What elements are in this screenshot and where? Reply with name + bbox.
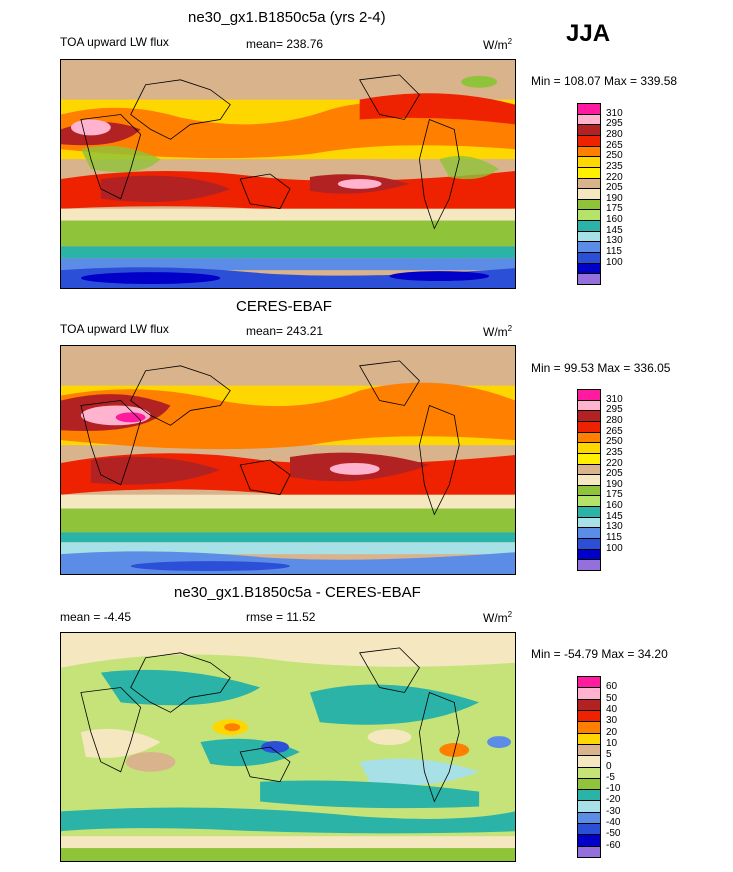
- panel3-rmse: rmse = 11.52: [246, 610, 316, 624]
- panel2-units: W/m2: [483, 324, 513, 339]
- panel2-colorbar-label: 130: [606, 521, 623, 533]
- panel3-colorbar-label: -30: [606, 805, 621, 817]
- panel3-colorbar-label: -10: [606, 783, 621, 795]
- panel3-colorbar-label: 30: [606, 715, 618, 727]
- panel1-colorbar: 310 295 280 265 250 235 220 205 190 175 160 145 130 1…: [577, 103, 623, 285]
- panel2-colorbar-label: 160: [606, 500, 623, 512]
- panel1-colorbar-label: 250: [606, 150, 623, 162]
- panel2-title: CERES-EBAF: [236, 298, 332, 315]
- panel1-units: W/m2: [483, 37, 513, 52]
- panel1-colorbar-label: 115: [606, 246, 622, 258]
- panel2-left-label: TOA upward LW flux: [60, 322, 169, 336]
- season-label: JJA: [566, 20, 611, 47]
- panel1-colorbar-label: 160: [606, 214, 623, 226]
- panel1-mean: mean= 238.76: [246, 37, 324, 51]
- panel3-map-field: [61, 633, 515, 861]
- panel3-units: W/m2: [483, 610, 513, 625]
- panel3-colorbar-label: -5: [606, 771, 615, 783]
- panel2-colorbar-label: 205: [606, 468, 623, 480]
- panel1-colorbar-label: 130: [606, 235, 623, 247]
- panel1-map: [60, 59, 516, 289]
- panel2-colorbar-label: 145: [606, 510, 623, 522]
- panel3-mean: mean = -4.45: [60, 610, 132, 624]
- panel3-colorbar-label: -40: [606, 817, 621, 829]
- panel2-map: [60, 345, 516, 575]
- panel2-colorbar-swatch: [577, 559, 601, 571]
- panel1-colorbar-label: 220: [606, 171, 623, 183]
- panel1-colorbar-label: 265: [606, 139, 623, 151]
- panel1-colorbar-label: 205: [606, 182, 623, 194]
- panel1-map-field: [61, 60, 515, 288]
- panel1-colorbar-swatch: [577, 273, 601, 285]
- panel2-colorbar: 310 295 280 265 250 235 220 205 190 175 160 145 130 1…: [577, 389, 623, 571]
- panel1-minmax: Min = 108.07 Max = 339.58: [531, 74, 678, 88]
- panel3-colorbar-label: 5: [606, 749, 612, 761]
- panel2-colorbar-label: 100: [606, 542, 623, 554]
- panel1-colorbar-label: 235: [606, 160, 623, 172]
- panel3-colorbar-label: 60: [606, 681, 618, 693]
- panel2-colorbar-label: 310: [606, 393, 623, 405]
- panel3-colorbar-label: 20: [606, 726, 618, 738]
- panel2-colorbar-label: 280: [606, 414, 623, 426]
- panel3-colorbar-label: -50: [606, 828, 621, 840]
- panel1-colorbar-label: 145: [606, 224, 623, 236]
- panel1-colorbar-label: 310: [606, 107, 623, 119]
- panel1-left-label: TOA upward LW flux: [60, 35, 169, 49]
- panel2-colorbar-label: 220: [606, 457, 623, 469]
- panel2-map-field: [61, 346, 515, 574]
- panel1-colorbar-label: 295: [606, 118, 623, 130]
- panel2-colorbar-label: 190: [606, 478, 623, 490]
- panel2-colorbar-label: 250: [606, 436, 623, 448]
- panel1-colorbar-label: 190: [606, 192, 623, 204]
- panel2-minmax: Min = 99.53 Max = 336.05: [531, 361, 671, 375]
- panel3-colorbar-label: -20: [606, 794, 621, 806]
- panel1-colorbar-label: 280: [606, 128, 623, 140]
- panel3-colorbar-label: 50: [606, 692, 618, 704]
- panel3-map: [60, 632, 516, 862]
- panel3-title: ne30_gx1.B1850c5a - CERES-EBAF: [174, 584, 421, 601]
- panel3-colorbar-label: -60: [606, 839, 621, 851]
- panel2-colorbar-label: 295: [606, 404, 623, 416]
- panel3-colorbar-label: 0: [606, 760, 612, 772]
- panel3-colorbar-label: 40: [606, 703, 618, 715]
- panel2-colorbar-label: 115: [606, 532, 622, 544]
- panel3-colorbar: 60 50 40 30 20 10 5 0 -5 -10 -20 -30 -40 -50 -60: [577, 676, 620, 858]
- panel1-title: ne30_gx1.B1850c5a (yrs 2-4): [188, 9, 386, 26]
- panel3-colorbar-label: 10: [606, 737, 618, 749]
- panel2-colorbar-label: 235: [606, 446, 623, 458]
- panel3-colorbar-swatch: [577, 845, 601, 858]
- panel2-colorbar-label: 265: [606, 425, 623, 437]
- panel2-colorbar-label: 175: [606, 489, 623, 501]
- panel1-colorbar-label: 100: [606, 256, 623, 268]
- panel2-mean: mean= 243.21: [246, 324, 324, 338]
- panel1-colorbar-label: 175: [606, 203, 623, 215]
- panel3-minmax: Min = -54.79 Max = 34.20: [531, 647, 668, 661]
